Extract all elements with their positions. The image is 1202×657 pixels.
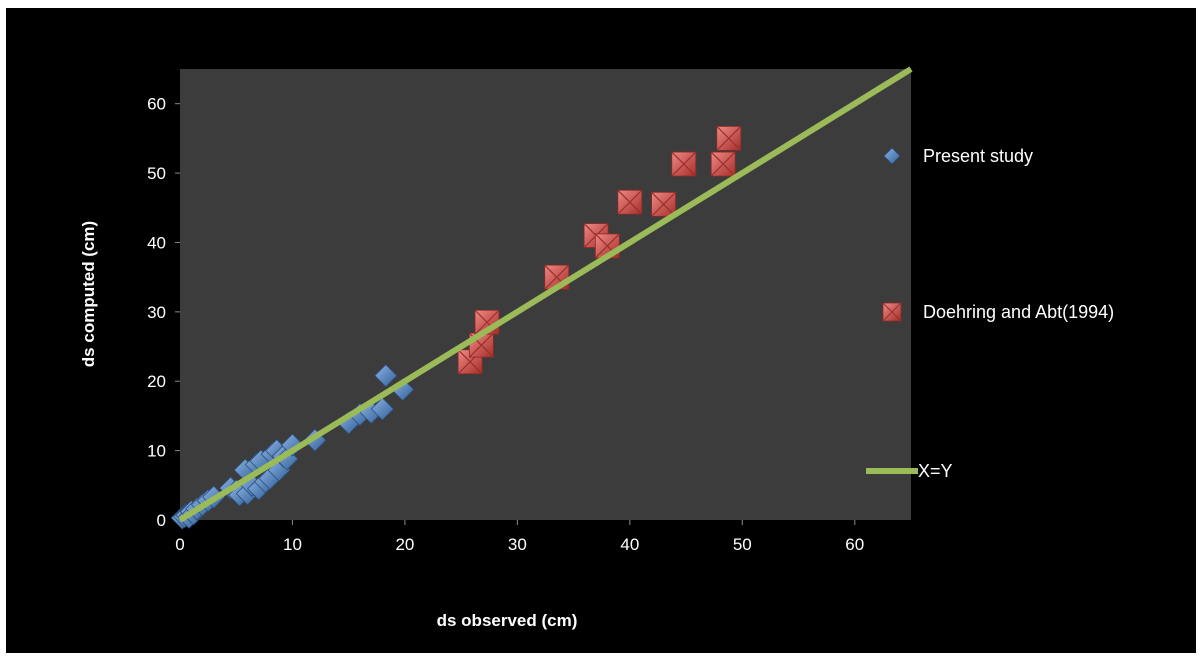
- x-tick-label: 30: [508, 535, 527, 554]
- x-tick-label: 0: [175, 535, 184, 554]
- xy-reference-line: [178, 66, 913, 523]
- y-tick-label: 20: [147, 372, 166, 391]
- y-tick-label: 60: [147, 95, 166, 114]
- legend-swatch-present-study: [883, 147, 901, 165]
- legend-swatch-doehring-abt: [882, 302, 902, 322]
- legend-label: Doehring and Abt(1994): [923, 302, 1114, 322]
- reference-line-group: [178, 66, 913, 523]
- x-tick-label: 40: [620, 535, 639, 554]
- x-tick-label: 60: [845, 535, 864, 554]
- axis-ticks: 0 10 20 30 40 50 60 0 10 20 30 40 50 60: [147, 95, 864, 554]
- y-tick-label: 0: [157, 511, 166, 530]
- y-tick-label: 50: [147, 164, 166, 183]
- legend-label: X=Y: [918, 461, 953, 481]
- doehring-abt-point: [710, 151, 736, 177]
- doehring-abt-point: [716, 125, 742, 151]
- doehring-abt-point: [671, 151, 697, 177]
- y-tick-label: 10: [147, 442, 166, 461]
- chart-frame: 0 10 20 30 40 50 60 0 10 20 30 40 50 60 Present study…: [6, 8, 1196, 653]
- y-tick-label: 40: [147, 233, 166, 252]
- x-tick-label: 50: [733, 535, 752, 554]
- scatter-chart: 0 10 20 30 40 50 60 0 10 20 30 40 50 60 Present study…: [79, 66, 1114, 630]
- x-tick-label: 10: [283, 535, 302, 554]
- x-axis-title: ds observed (cm): [437, 611, 578, 630]
- doehring-abt-point: [651, 191, 677, 217]
- present-study-point: [374, 364, 398, 388]
- present-study-point: [370, 397, 394, 421]
- legend: Present study Doehring and Abt(1994) X=Y: [866, 146, 1114, 481]
- x-tick-label: 20: [395, 535, 414, 554]
- legend-label: Present study: [923, 146, 1033, 166]
- y-tick-label: 30: [147, 303, 166, 322]
- doehring-abt-point: [617, 189, 643, 215]
- y-axis-title: ds computed (cm): [79, 221, 98, 367]
